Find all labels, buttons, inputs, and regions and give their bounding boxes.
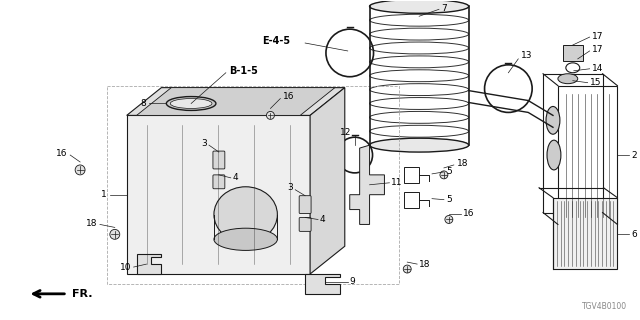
- Text: 1: 1: [101, 190, 107, 199]
- Circle shape: [440, 171, 448, 179]
- Text: 5: 5: [446, 167, 452, 176]
- FancyBboxPatch shape: [299, 218, 311, 231]
- Text: 12: 12: [340, 128, 352, 137]
- Circle shape: [445, 215, 453, 223]
- Text: 13: 13: [521, 52, 532, 60]
- Text: TGV4B0100: TGV4B0100: [582, 302, 627, 311]
- Ellipse shape: [214, 187, 277, 242]
- Circle shape: [403, 265, 412, 273]
- Text: 4: 4: [320, 215, 326, 224]
- Ellipse shape: [546, 107, 560, 134]
- Polygon shape: [553, 198, 618, 269]
- Ellipse shape: [170, 99, 212, 108]
- Text: B-1-5: B-1-5: [228, 66, 258, 76]
- Text: 18: 18: [457, 159, 468, 168]
- Text: 3: 3: [201, 139, 207, 148]
- Ellipse shape: [558, 74, 578, 84]
- Text: 5: 5: [446, 195, 452, 204]
- Text: 3: 3: [287, 183, 293, 192]
- Polygon shape: [310, 88, 345, 274]
- Polygon shape: [127, 88, 345, 116]
- Text: 7: 7: [441, 4, 447, 13]
- Circle shape: [75, 165, 85, 175]
- Polygon shape: [349, 145, 385, 224]
- Text: 14: 14: [591, 64, 603, 73]
- Text: 16: 16: [463, 209, 474, 218]
- Polygon shape: [127, 116, 310, 274]
- Text: 17: 17: [591, 45, 603, 54]
- Text: 9: 9: [349, 277, 355, 286]
- Text: FR.: FR.: [72, 289, 93, 299]
- Text: 8: 8: [141, 99, 147, 108]
- Text: E-4-5: E-4-5: [262, 36, 291, 46]
- Circle shape: [110, 229, 120, 239]
- Text: 18: 18: [86, 219, 97, 228]
- Text: 16: 16: [284, 92, 295, 101]
- Text: 6: 6: [631, 230, 637, 239]
- Ellipse shape: [369, 0, 468, 13]
- Text: 4: 4: [233, 173, 238, 182]
- Polygon shape: [305, 274, 340, 294]
- Polygon shape: [136, 254, 161, 274]
- Polygon shape: [136, 88, 335, 116]
- Ellipse shape: [369, 138, 468, 152]
- Text: 2: 2: [631, 150, 637, 160]
- Polygon shape: [563, 45, 582, 61]
- Text: 10: 10: [120, 263, 132, 272]
- Text: 15: 15: [589, 78, 601, 87]
- FancyBboxPatch shape: [213, 175, 225, 189]
- Text: 11: 11: [392, 178, 403, 187]
- Ellipse shape: [166, 97, 216, 110]
- Circle shape: [266, 111, 275, 119]
- Text: 17: 17: [591, 32, 603, 41]
- FancyBboxPatch shape: [213, 151, 225, 169]
- Text: 16: 16: [56, 148, 67, 157]
- Text: 18: 18: [419, 260, 431, 268]
- Ellipse shape: [547, 140, 561, 170]
- Ellipse shape: [214, 228, 277, 251]
- FancyBboxPatch shape: [299, 196, 311, 213]
